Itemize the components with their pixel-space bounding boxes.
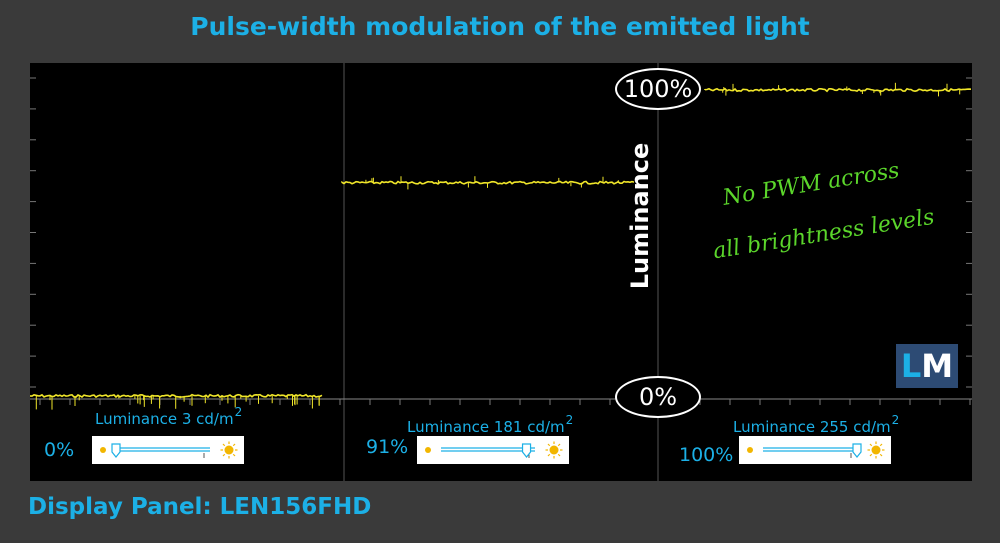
marker-100-percent: 100% — [615, 68, 701, 110]
panel-1-label-sup: 2 — [234, 405, 243, 419]
panel-3-label-text: Luminance 255 cd/m — [733, 418, 891, 436]
marker-0-percent: 0% — [615, 376, 701, 418]
display-panel-label: Display Panel: LEN156FHD — [28, 494, 372, 520]
slider-thumb — [852, 443, 862, 458]
traces — [30, 82, 972, 410]
slider-thumb — [111, 443, 121, 458]
panel-3-percent: 100% — [679, 444, 734, 466]
logo-m: M — [921, 347, 954, 385]
panel-2-slider-graphic — [425, 441, 563, 459]
sun-high-icon — [220, 441, 238, 459]
sun-low-icon — [747, 447, 753, 453]
panel-2-percent: 91% — [366, 436, 409, 458]
sun-high-icon — [545, 441, 563, 459]
panel-1-brightness-slider — [92, 436, 244, 464]
sun-high-icon — [867, 441, 885, 459]
panel-3-brightness-slider — [739, 436, 891, 464]
panel-3-label: Luminance 255 cd/m2 — [733, 413, 899, 436]
chart-title: Pulse-width modulation of the emitted li… — [190, 12, 810, 41]
panel-2-brightness-slider — [417, 436, 569, 464]
panel-2-label-text: Luminance 181 cd/m — [407, 418, 565, 436]
panel-3-label-sup: 2 — [891, 413, 900, 427]
panel-1-slider-graphic — [100, 441, 238, 459]
trace-series-3 — [704, 87, 972, 93]
panel-2-label: Luminance 181 cd/m2 — [407, 413, 573, 436]
y-axis-label-text: Luminance — [626, 142, 654, 290]
oscilloscope-plot — [30, 63, 972, 481]
sun-low-icon — [425, 447, 431, 453]
panel-2-label-sup: 2 — [565, 413, 574, 427]
panel-1-percent: 0% — [44, 439, 75, 461]
logo-l: L — [900, 347, 922, 385]
panel-1-label-text: Luminance 3 cd/m — [95, 410, 234, 428]
panel-3-slider-graphic — [747, 441, 885, 459]
plot-svg — [30, 63, 972, 481]
panel-1-label: Luminance 3 cd/m2 — [95, 405, 242, 428]
slider-thumb — [521, 443, 532, 458]
sun-low-icon — [100, 447, 106, 453]
